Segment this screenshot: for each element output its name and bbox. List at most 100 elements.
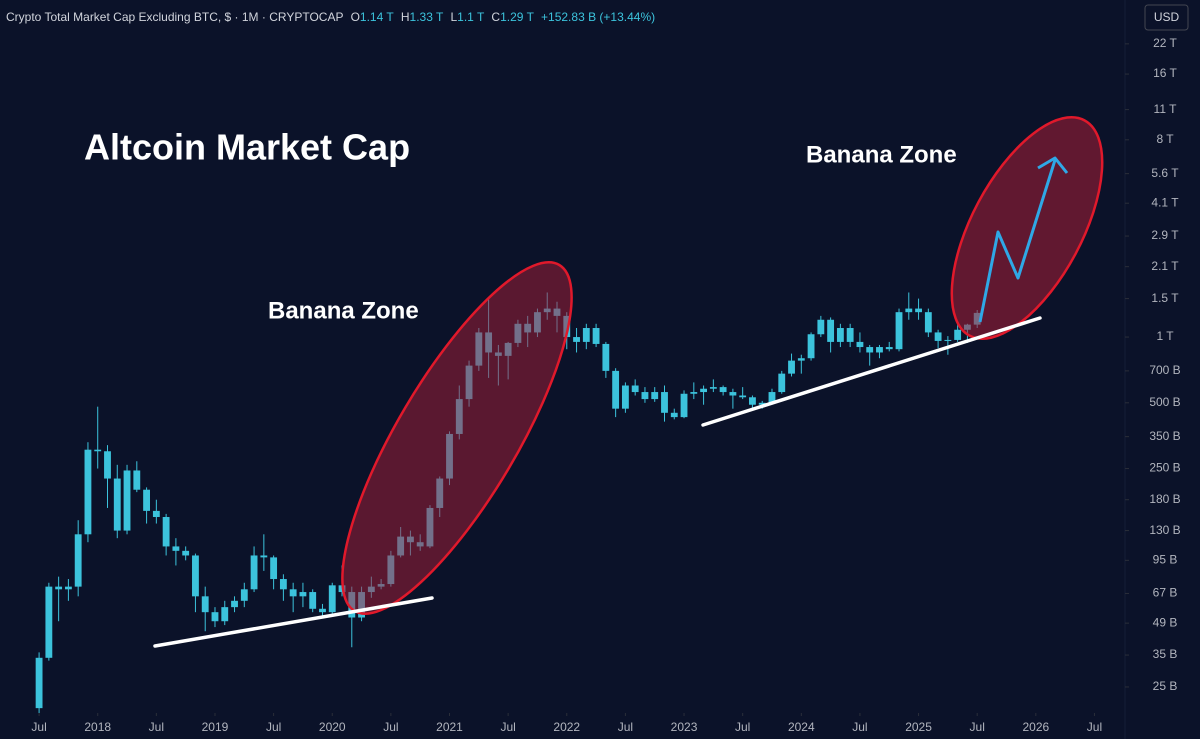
x-tick-label: Jul (970, 720, 985, 734)
candle-body (94, 449, 102, 452)
x-tick-label: 2023 (671, 720, 698, 734)
candle-body (876, 347, 883, 353)
candle-body (915, 308, 922, 313)
candle-body (143, 489, 150, 511)
currency-button-frame[interactable] (1144, 4, 1189, 31)
candle-body (749, 397, 756, 405)
x-tick-label: 2026 (1022, 720, 1049, 734)
open-label: O (351, 10, 360, 24)
candle-body (133, 470, 141, 490)
y-tick-label: 5.6 T (1151, 166, 1179, 180)
x-tick-label: 2018 (84, 720, 111, 734)
candle-body (84, 449, 92, 535)
x-tick-label: Jul (149, 720, 164, 734)
x-tick-label: Jul (618, 720, 633, 734)
currency-label[interactable]: USD (1154, 10, 1180, 24)
x-tick-label: Jul (852, 720, 867, 734)
candle-body (827, 319, 835, 342)
candle-body (856, 341, 864, 348)
x-tick-label: 2022 (553, 720, 580, 734)
candle-body (328, 585, 336, 613)
candle-body (64, 586, 72, 590)
close-label: C (491, 10, 500, 24)
candle-body (152, 510, 160, 518)
y-tick-label: 700 B (1149, 363, 1180, 377)
y-tick-label: 2.9 T (1151, 228, 1179, 242)
low-label: L (450, 10, 457, 24)
candle-body (221, 607, 229, 622)
candle-body (250, 555, 258, 590)
y-tick-label: 8 T (1156, 132, 1174, 146)
candle-body (768, 392, 776, 403)
x-tick-label: Jul (31, 720, 46, 734)
candle-body (719, 387, 727, 393)
candle-body (45, 586, 53, 658)
candle-body (924, 312, 932, 333)
candle-body (55, 586, 63, 590)
y-tick-label: 22 T (1153, 36, 1177, 50)
currency-button[interactable]: USD (1144, 4, 1189, 31)
candle-body (201, 596, 209, 613)
candle-body (74, 534, 82, 587)
header: Crypto Total Market Cap Excluding BTC, $… (6, 10, 655, 24)
candle-body (309, 592, 317, 609)
candle-body (836, 328, 844, 342)
candle-body (807, 334, 815, 359)
candle-body (162, 517, 170, 547)
candle-body (846, 328, 854, 342)
candle-body (299, 592, 307, 597)
x-tick-label: 2019 (202, 720, 229, 734)
y-tick-label: 67 B (1153, 586, 1178, 600)
candle-body (612, 370, 620, 409)
candle-body (739, 395, 747, 398)
trendline (153, 596, 434, 648)
y-tick-label: 250 B (1149, 461, 1180, 475)
y-tick-label: 180 B (1149, 492, 1180, 506)
high-label: H (401, 10, 410, 24)
candle-body (651, 392, 659, 400)
candle-body (319, 608, 326, 613)
candle-body (934, 332, 942, 341)
y-tick-label: 49 B (1153, 615, 1178, 629)
y-tick-label: 1 T (1156, 329, 1174, 343)
candle-body (35, 657, 43, 709)
candle-body (172, 546, 180, 551)
x-tick-label: Jul (383, 720, 398, 734)
candle-body (758, 402, 766, 405)
x-tick-label: 2020 (319, 720, 346, 734)
candle-body (279, 579, 287, 590)
y-tick-label: 25 B (1153, 679, 1178, 693)
candle-body (621, 385, 629, 409)
candle-body (573, 337, 580, 342)
candle-body (592, 328, 600, 344)
x-tick-label: 2021 (436, 720, 463, 734)
candle-body (954, 329, 962, 340)
candle-body (582, 328, 590, 342)
candle-body (905, 308, 913, 313)
open-value: 1.14 T (360, 10, 394, 24)
candle-body (182, 550, 190, 556)
candle-body (240, 589, 248, 601)
annotation: Banana Zone (268, 297, 419, 324)
candle-body (289, 589, 297, 597)
x-tick-label: Jul (735, 720, 750, 734)
candle-body (788, 360, 795, 374)
candle-body (113, 478, 121, 531)
candle-body (944, 339, 952, 341)
y-tick-label: 95 B (1153, 553, 1178, 567)
annotation: Banana Zone (806, 141, 957, 168)
y-tick-label: 2.1 T (1151, 259, 1179, 273)
candle-body (211, 612, 219, 622)
projection-arrow (978, 159, 1057, 323)
candle-body (729, 392, 737, 396)
x-tick-label: 2025 (905, 720, 932, 734)
candle-body (661, 392, 668, 413)
low-value: 1.1 T (457, 10, 485, 24)
symbol: Crypto Total Market Cap Excluding BTC, $… (6, 10, 343, 24)
y-tick-label: 16 T (1153, 66, 1177, 80)
x-tick-label: 2024 (788, 720, 815, 734)
candle-body (700, 388, 707, 393)
high-value: 1.33 T (410, 10, 444, 24)
trendline (701, 316, 1042, 427)
